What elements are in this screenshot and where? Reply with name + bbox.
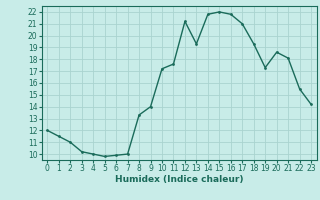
X-axis label: Humidex (Indice chaleur): Humidex (Indice chaleur): [115, 175, 244, 184]
